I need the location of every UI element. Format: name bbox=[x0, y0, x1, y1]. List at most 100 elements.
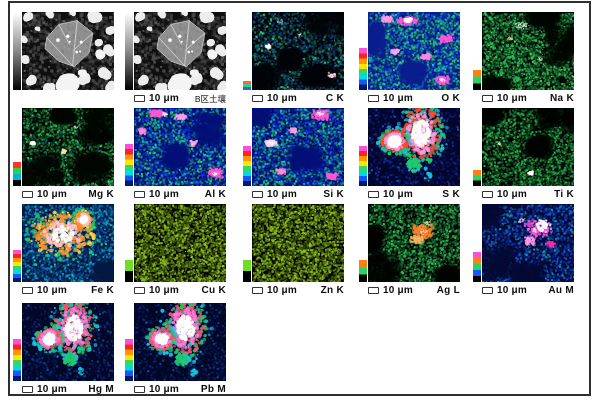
scalebar-box-icon bbox=[482, 95, 493, 102]
colorbar bbox=[359, 146, 367, 186]
element-map-al-k bbox=[134, 108, 226, 186]
map-panel-cu-k: 10 μm Cu K bbox=[125, 204, 226, 297]
panel-caption: 10 μm Au M bbox=[482, 284, 574, 297]
element-map-hg-m bbox=[22, 303, 114, 381]
element-label: C K bbox=[325, 93, 344, 104]
panel-caption: 10 μm Hg M bbox=[22, 383, 114, 396]
map-panel-al-k: 10 μm Al K bbox=[125, 108, 226, 201]
scalebar-box-icon bbox=[134, 95, 145, 102]
element-label: Zn K bbox=[320, 285, 344, 296]
panel-caption: 10 μm Cu K bbox=[134, 284, 226, 297]
colorbar bbox=[359, 260, 367, 282]
colorbar bbox=[473, 70, 481, 90]
scalebar-label: 10 μm bbox=[149, 189, 179, 200]
panel-caption: 10 μm Ag L bbox=[368, 284, 460, 297]
scalebar-box-icon bbox=[252, 287, 263, 294]
scalebar-label: 10 μm bbox=[267, 189, 297, 200]
scalebar-label: 10 μm bbox=[149, 285, 179, 296]
panel-caption: 10 μm B区土壤 bbox=[134, 92, 226, 105]
scalebar-box-icon bbox=[482, 191, 493, 198]
scalebar-label: 10 μm bbox=[497, 189, 527, 200]
element-map-zn-k bbox=[252, 204, 344, 282]
map-panel-sem-1 bbox=[13, 12, 114, 105]
element-map-si-k bbox=[252, 108, 344, 186]
map-panel-sem-2: 10 μm B区土壤 bbox=[125, 12, 226, 105]
element-map-au-m bbox=[482, 204, 574, 282]
colorbar bbox=[473, 170, 481, 186]
map-panel-mg-k: 10 μm Mg K bbox=[13, 108, 114, 201]
scalebar-box-icon bbox=[252, 191, 263, 198]
grayscale-colorbar bbox=[125, 12, 133, 90]
element-label: Si K bbox=[323, 189, 344, 200]
scalebar-box-icon bbox=[368, 191, 379, 198]
panel-caption: 10 μm Zn K bbox=[252, 284, 344, 297]
element-label: Mg K bbox=[88, 189, 114, 200]
panel-caption: 10 μm Fe K bbox=[22, 284, 114, 297]
element-map-mg-k bbox=[22, 108, 114, 186]
map-panel-ag-l: 10 μm Ag L bbox=[359, 204, 460, 297]
scalebar-box-icon bbox=[482, 287, 493, 294]
panel-caption: 10 μm O K bbox=[368, 92, 460, 105]
scalebar-label: 10 μm bbox=[149, 93, 179, 104]
element-label: Fe K bbox=[91, 285, 114, 296]
element-label: Ag L bbox=[436, 285, 460, 296]
element-label: Na K bbox=[550, 93, 574, 104]
map-panel-na-k: 10 μm Na K bbox=[473, 12, 574, 105]
map-panel-fe-k: 10 μm Fe K bbox=[13, 204, 114, 297]
map-panel-o-k: 10 μm O K bbox=[359, 12, 460, 105]
scalebar-box-icon bbox=[22, 386, 33, 393]
panel-caption: 10 μm Na K bbox=[482, 92, 574, 105]
grayscale-colorbar bbox=[13, 12, 21, 90]
scalebar-label: 10 μm bbox=[37, 189, 67, 200]
scalebar-box-icon bbox=[134, 386, 145, 393]
panel-caption: 10 μm Pb M bbox=[134, 383, 226, 396]
sem-image-1 bbox=[22, 12, 114, 90]
colorbar bbox=[13, 162, 21, 186]
element-label: Ti K bbox=[554, 189, 574, 200]
map-panel-au-m: 10 μm Au M bbox=[473, 204, 574, 297]
scalebar-box-icon bbox=[22, 287, 33, 294]
panel-caption: 10 μm S K bbox=[368, 188, 460, 201]
element-map-o-k bbox=[368, 12, 460, 90]
element-label: Cu K bbox=[201, 285, 226, 296]
element-map-fe-k bbox=[22, 204, 114, 282]
colorbar bbox=[473, 252, 481, 282]
sample-area-label: B区土壤 bbox=[194, 93, 226, 104]
sem-image-2 bbox=[134, 12, 226, 90]
panel-caption: 10 μm Ti K bbox=[482, 188, 574, 201]
scalebar-box-icon bbox=[22, 191, 33, 198]
element-label: Pb M bbox=[200, 384, 226, 395]
scalebar-label: 10 μm bbox=[267, 285, 297, 296]
colorbar bbox=[243, 81, 251, 90]
map-panel-c-k: 10 μm C K bbox=[243, 12, 344, 105]
colorbar bbox=[243, 260, 251, 282]
scalebar-box-icon bbox=[134, 287, 145, 294]
scalebar-label: 10 μm bbox=[37, 285, 67, 296]
colorbar bbox=[359, 48, 367, 90]
scalebar-label: 10 μm bbox=[37, 384, 67, 395]
map-panel-s-k: 10 μm S K bbox=[359, 108, 460, 201]
element-map-cu-k bbox=[134, 204, 226, 282]
map-panel-pb-m: 10 μm Pb M bbox=[125, 303, 226, 396]
colorbar bbox=[13, 250, 21, 282]
colorbar bbox=[125, 144, 133, 186]
scalebar-label: 10 μm bbox=[383, 285, 413, 296]
panel-caption: 10 μm Si K bbox=[252, 188, 344, 201]
element-map-na-k bbox=[482, 12, 574, 90]
element-label: Au M bbox=[548, 285, 574, 296]
element-label: Hg M bbox=[88, 384, 114, 395]
colorbar bbox=[125, 260, 133, 282]
scalebar-label: 10 μm bbox=[497, 285, 527, 296]
scalebar-label: 10 μm bbox=[383, 93, 413, 104]
colorbar bbox=[243, 146, 251, 186]
element-map-s-k bbox=[368, 108, 460, 186]
map-panel-si-k: 10 μm Si K bbox=[243, 108, 344, 201]
map-panel-ti-k: 10 μm Ti K bbox=[473, 108, 574, 201]
element-map-ag-l bbox=[368, 204, 460, 282]
panel-caption: 10 μm Mg K bbox=[22, 188, 114, 201]
scalebar-label: 10 μm bbox=[383, 189, 413, 200]
colorbar bbox=[125, 339, 133, 381]
element-label: S K bbox=[442, 189, 460, 200]
panel-caption: 10 μm C K bbox=[252, 92, 344, 105]
